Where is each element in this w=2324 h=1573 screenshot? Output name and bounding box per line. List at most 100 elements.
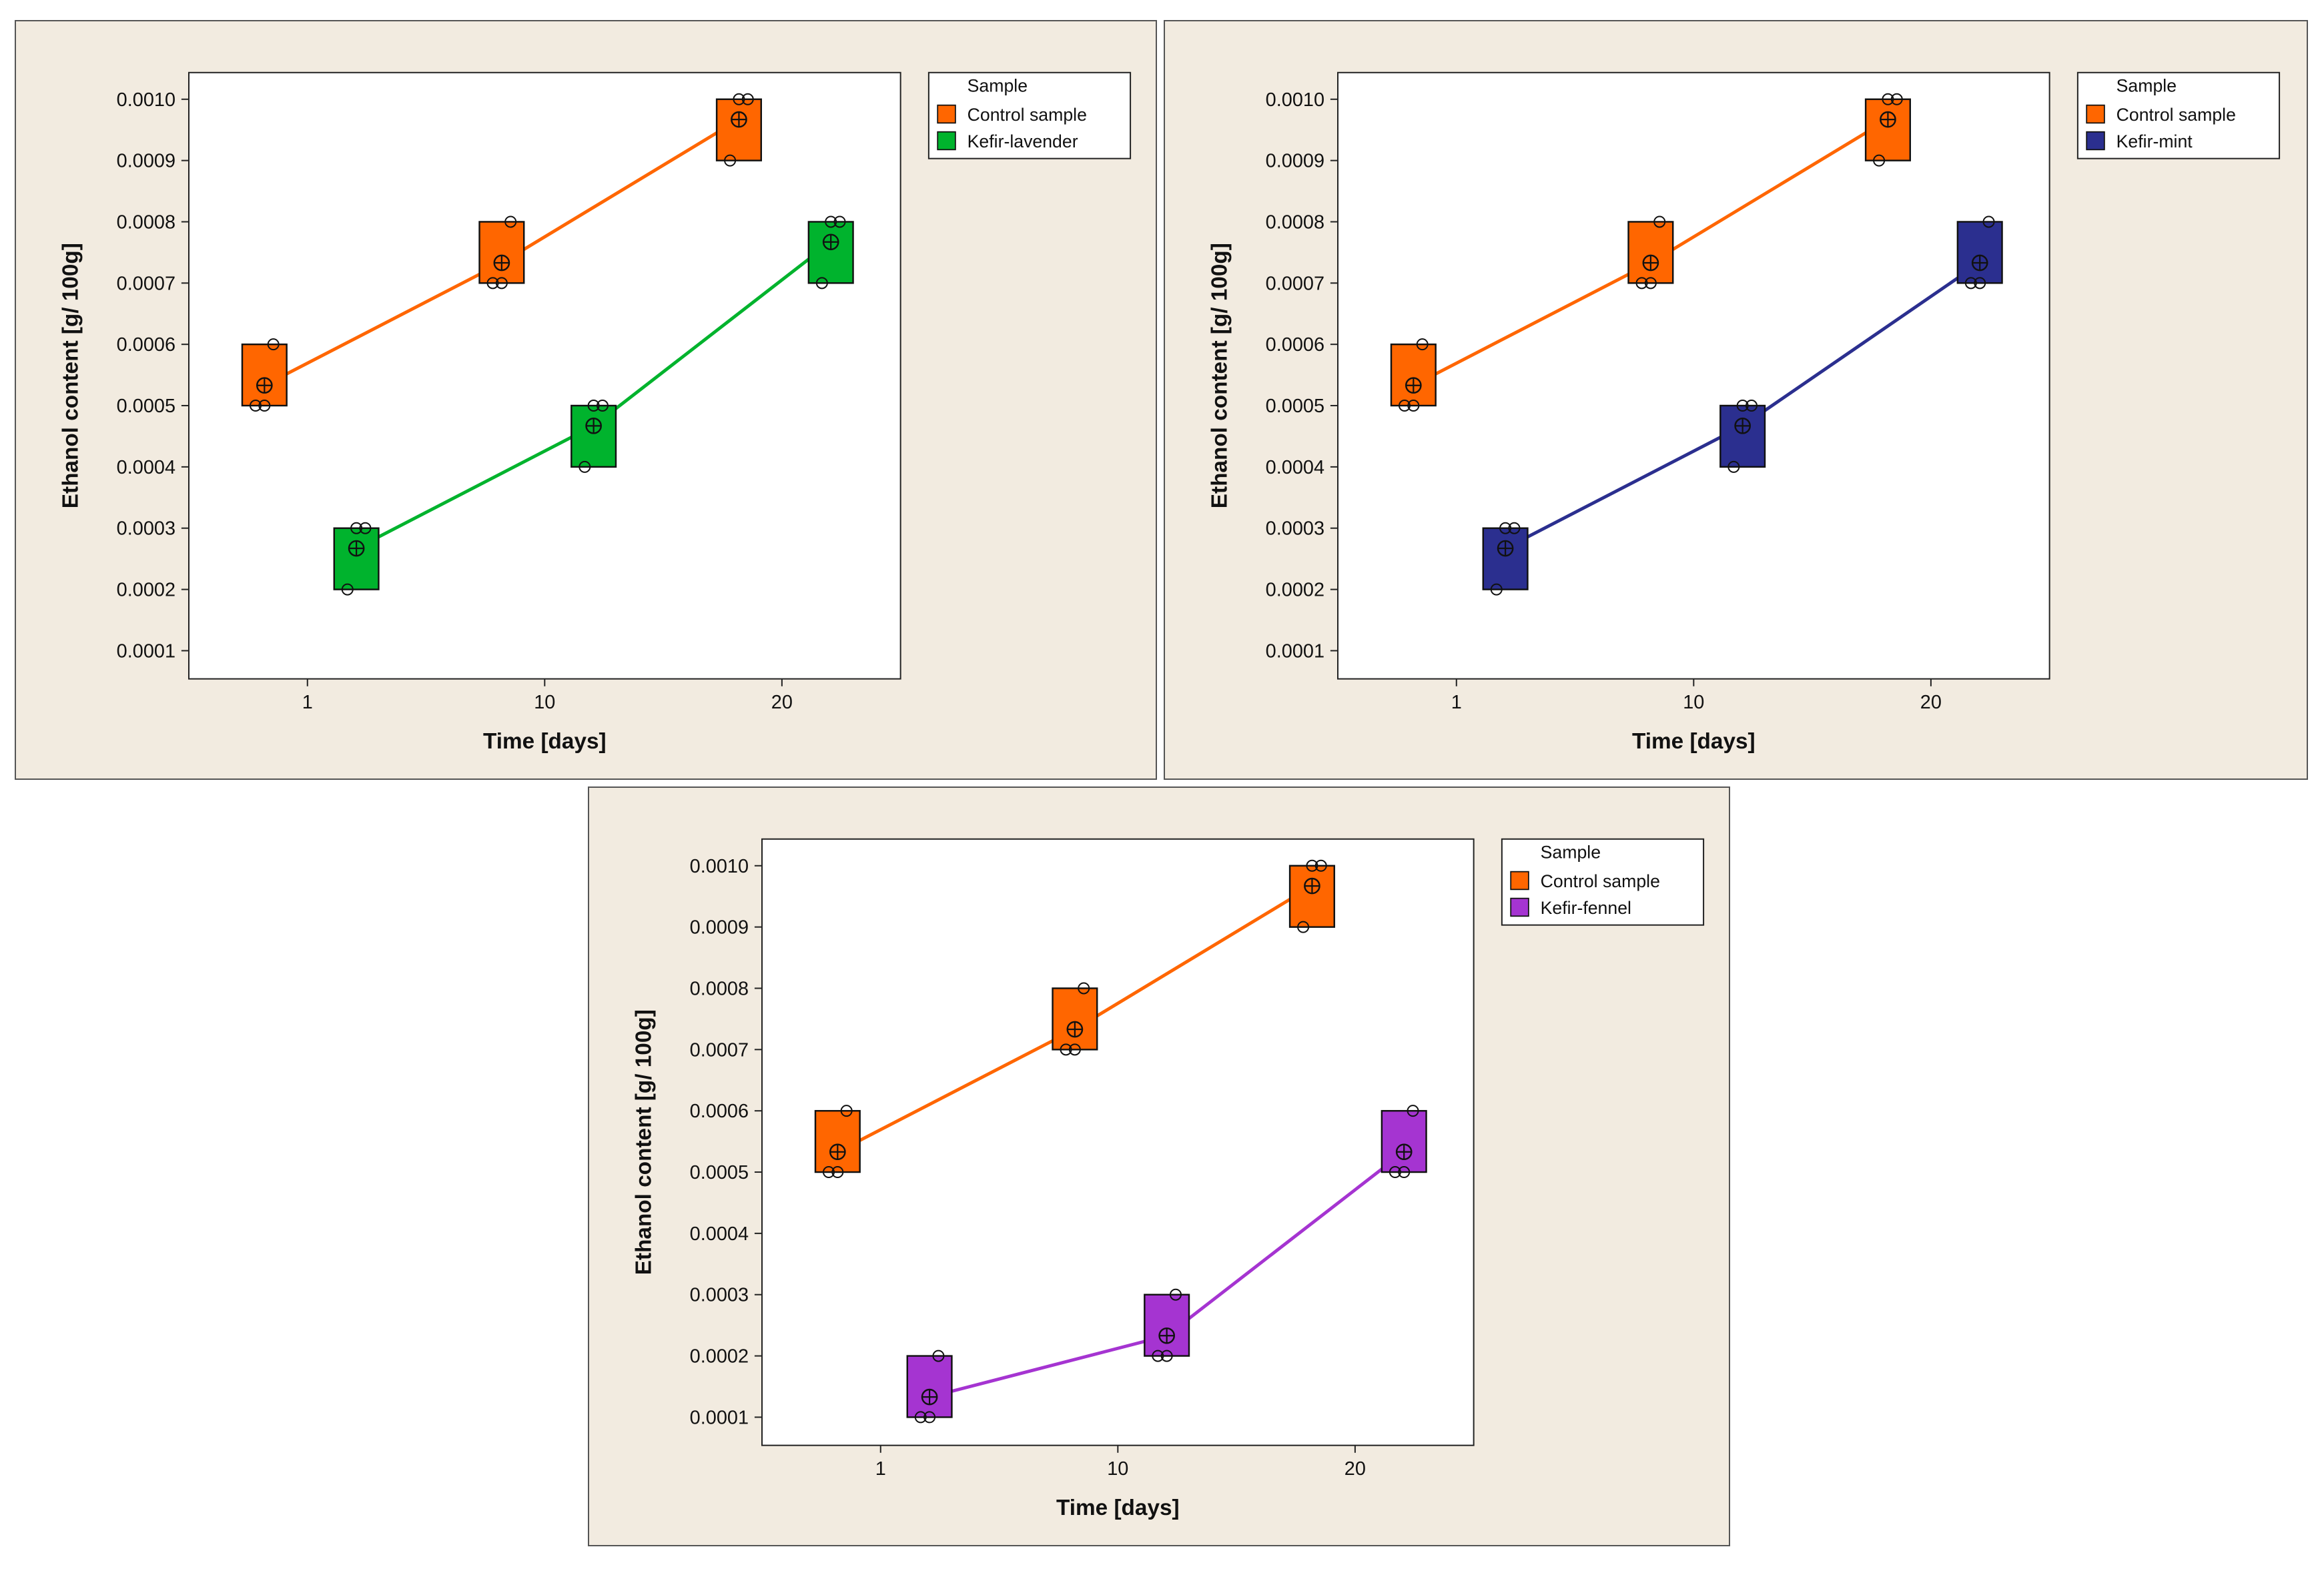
- legend-frame: [1501, 838, 1705, 926]
- legend: Sample Control sample Kefir-mint: [2076, 71, 2281, 159]
- plot-frame: [1336, 71, 2050, 680]
- plot-area: 0.0001 0.0002 0.0003 0.0004 0.0005 0.0006 0.00…: [631, 838, 1475, 1520]
- data-point: [1890, 93, 1903, 105]
- x-tick-label: 20: [1344, 1458, 1366, 1480]
- box-10: [478, 221, 525, 284]
- data-point: [1169, 1288, 1182, 1301]
- legend-frame: [2076, 71, 2281, 159]
- legend: Sample Control sample Kefir-fennel: [1501, 838, 1705, 926]
- data-point: [932, 1350, 945, 1362]
- box-1: [1482, 527, 1529, 590]
- box-10: [1627, 221, 1674, 284]
- box-20: [1288, 865, 1335, 928]
- y-tick-label: 0.0004: [690, 1223, 749, 1245]
- box-20: [1381, 1109, 1427, 1173]
- data-point: [267, 338, 280, 351]
- data-point: [1873, 154, 1886, 167]
- data-point: [1152, 1350, 1164, 1362]
- y-tick-label: 0.0002: [690, 1346, 749, 1368]
- data-point: [1160, 1350, 1173, 1362]
- legend-label: Kefir-lavender: [967, 131, 1078, 151]
- box-20: [1956, 221, 2003, 284]
- data-point: [1407, 1105, 1419, 1117]
- y-tick-label: 0.0010: [1266, 89, 1324, 111]
- y-tick-label: 0.0006: [117, 334, 175, 356]
- y-tick-label: 0.0004: [1266, 457, 1324, 478]
- chart-panel-2: 0.0001 0.0002 0.0003 0.0004 0.0005 0.0006 0.00…: [1164, 20, 2308, 780]
- data-point: [359, 522, 372, 534]
- y-tick-label: 0.0003: [117, 518, 175, 540]
- data-point: [341, 583, 354, 596]
- data-point: [1644, 277, 1657, 290]
- data-point: [249, 400, 262, 412]
- data-point: [1078, 982, 1090, 995]
- y-tick-label: 0.0008: [117, 211, 175, 233]
- x-tick-label: 10: [534, 692, 555, 713]
- data-point: [1389, 1166, 1401, 1179]
- data-point: [1407, 400, 1420, 412]
- data-point: [1745, 400, 1758, 412]
- box-1: [814, 1109, 861, 1173]
- data-point: [350, 522, 363, 534]
- data-point: [486, 277, 499, 290]
- data-point: [504, 215, 517, 228]
- legend-swatch: [1510, 871, 1529, 891]
- legend-swatch: [2086, 131, 2105, 151]
- y-tick-label: 0.0009: [1266, 151, 1324, 172]
- plot-area: 0.0001 0.0002 0.0003 0.0004 0.0005 0.0006 0.00…: [1207, 71, 2050, 754]
- y-tick-label: 0.0010: [690, 856, 749, 877]
- data-point: [1727, 460, 1740, 473]
- x-tick-label: 20: [771, 692, 793, 713]
- series-control-sample: [241, 93, 762, 412]
- legend-label: Control sample: [2116, 105, 2236, 125]
- legend-swatch: [1510, 897, 1529, 917]
- series-kefir-lavender: [333, 215, 854, 596]
- y-tick-label: 0.0007: [117, 273, 175, 294]
- data-point: [1297, 921, 1310, 933]
- plot-area: 0.0001 0.0002 0.0003 0.0004 0.0005 0.0006 0.00…: [58, 71, 901, 754]
- data-point: [1499, 522, 1512, 534]
- data-point: [495, 277, 508, 290]
- y-axis-title: Ethanol content [g/ 100g]: [1207, 243, 1232, 508]
- data-point: [1964, 277, 1977, 290]
- data-point: [1306, 859, 1318, 872]
- y-tick-label: 0.0010: [117, 89, 175, 111]
- data-point: [578, 460, 591, 473]
- data-point: [840, 1105, 853, 1117]
- data-point: [1398, 1166, 1411, 1179]
- y-tick-label: 0.0002: [117, 580, 175, 601]
- data-point: [733, 93, 745, 105]
- y-tick-label: 0.0006: [1266, 334, 1324, 356]
- series-control-sample: [814, 859, 1335, 1179]
- data-point: [825, 215, 837, 228]
- data-point: [815, 277, 828, 290]
- plot-frame: [761, 838, 1475, 1446]
- legend-title: Sample: [967, 76, 1028, 96]
- y-axis-title: Ethanol content [g/ 100g]: [631, 1009, 656, 1275]
- y-tick-label: 0.0006: [690, 1101, 749, 1122]
- data-point: [1508, 522, 1521, 534]
- y-tick-label: 0.0009: [117, 151, 175, 172]
- y-tick-label: 0.0008: [690, 978, 749, 999]
- box-10: [1719, 404, 1766, 468]
- x-axis-title: Time [days]: [483, 729, 607, 754]
- y-tick-label: 0.0005: [117, 396, 175, 417]
- y-tick-label: 0.0003: [1266, 518, 1324, 540]
- x-tick-label: 1: [1451, 692, 1462, 713]
- series-control-sample: [1390, 93, 1911, 412]
- chart-panel-3: 0.0001 0.0002 0.0003 0.0004 0.0005 0.0006 0.00…: [588, 786, 1730, 1546]
- y-tick-label: 0.0007: [1266, 273, 1324, 294]
- y-tick-label: 0.0001: [117, 640, 175, 662]
- x-axis-title: Time [days]: [1632, 729, 1756, 754]
- data-point: [833, 215, 846, 228]
- data-point: [1068, 1043, 1081, 1056]
- data-point: [1314, 859, 1327, 872]
- y-tick-label: 0.0009: [690, 917, 749, 939]
- box-10: [570, 404, 617, 468]
- legend-label: Kefir-mint: [2116, 131, 2193, 151]
- data-point: [1982, 215, 1995, 228]
- data-point: [258, 400, 271, 412]
- data-point: [923, 1411, 936, 1424]
- data-point: [822, 1166, 835, 1179]
- data-point: [596, 400, 609, 412]
